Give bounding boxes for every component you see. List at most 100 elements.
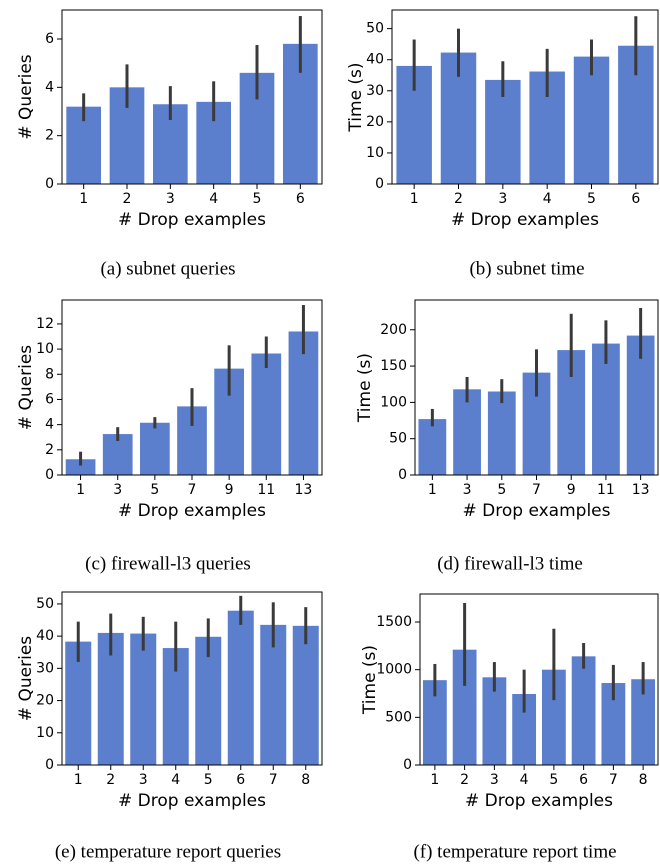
- bar: [601, 683, 626, 765]
- caption: (d) firewall-l3 time: [437, 553, 583, 574]
- y-tick-label: 0: [398, 467, 407, 483]
- x-tick-label: 3: [498, 191, 507, 207]
- bar: [485, 79, 521, 184]
- x-tick-label: 1: [76, 482, 85, 498]
- axes-frame: [419, 593, 659, 766]
- bar: [130, 633, 157, 765]
- x-tick-label: 7: [609, 772, 618, 788]
- y-tick-label: 0: [45, 467, 54, 483]
- axes-frame: [61, 299, 323, 476]
- x-tick-label: 6: [236, 772, 245, 788]
- y-tick-label: 10: [36, 341, 54, 357]
- x-tick-label: 5: [253, 191, 262, 207]
- x-tick-label: 1: [430, 772, 439, 788]
- x-tick-label: 9: [225, 482, 234, 498]
- y-tick-label: 6: [45, 31, 54, 47]
- x-tick-label: 1: [410, 191, 419, 207]
- x-tick-label: 13: [632, 482, 650, 498]
- y-tick-label: 50: [366, 21, 384, 37]
- bar: [288, 331, 319, 475]
- x-tick-label: 1: [79, 191, 88, 207]
- x-axis-label: # Drop examples: [118, 210, 266, 230]
- y-tick-label: 20: [36, 693, 54, 709]
- x-tick-label: 5: [204, 772, 213, 788]
- bar: [260, 624, 287, 765]
- y-tick-label: 0: [375, 176, 384, 192]
- x-tick-label: 6: [296, 191, 305, 207]
- x-tick-label: 5: [497, 482, 506, 498]
- bar: [453, 389, 481, 475]
- y-tick-label: 6: [45, 391, 54, 407]
- y-tick-label: 20: [366, 114, 384, 130]
- x-tick-label: 11: [597, 482, 615, 498]
- x-tick-label: 4: [543, 191, 552, 207]
- bar: [65, 641, 92, 765]
- axes-frame: [414, 299, 659, 476]
- x-tick-label: 5: [150, 482, 159, 498]
- caption: (f) temperature report time: [413, 841, 616, 862]
- bar: [592, 343, 620, 475]
- y-tick-label: 12: [36, 316, 54, 332]
- bar: [452, 649, 477, 765]
- x-axis-label: # Drop examples: [118, 501, 266, 521]
- x-tick-label: 3: [166, 191, 175, 207]
- y-tick-label: 2: [45, 442, 54, 458]
- x-tick-label: 4: [209, 191, 218, 207]
- x-axis-label: # Drop examples: [465, 791, 613, 811]
- x-tick-label: 6: [579, 772, 588, 788]
- x-tick-label: 3: [490, 772, 499, 788]
- y-axis-label: Time (s): [346, 62, 366, 132]
- x-tick-label: 7: [188, 482, 197, 498]
- x-tick-label: 1: [74, 772, 83, 788]
- y-tick-label: 10: [366, 145, 384, 161]
- bar: [571, 656, 596, 765]
- y-tick-label: 1500: [376, 614, 412, 630]
- y-tick-label: 0: [45, 176, 54, 192]
- x-axis-label: # Drop examples: [451, 210, 599, 230]
- y-tick-label: 30: [36, 660, 54, 676]
- caption: (a) subnet queries: [100, 258, 235, 279]
- y-tick-label: 40: [366, 52, 384, 68]
- x-tick-label: 2: [123, 191, 132, 207]
- bar: [482, 677, 507, 765]
- x-tick-label: 7: [532, 482, 541, 498]
- x-tick-label: 8: [639, 772, 648, 788]
- bar: [418, 419, 447, 475]
- x-tick-label: 9: [567, 482, 576, 498]
- y-tick-label: 1000: [376, 662, 412, 678]
- y-tick-label: 100: [380, 394, 407, 410]
- y-tick-label: 50: [36, 596, 54, 612]
- bar: [631, 679, 656, 765]
- x-tick-label: 2: [106, 772, 115, 788]
- x-tick-label: 2: [460, 772, 469, 788]
- y-tick-label: 30: [366, 83, 384, 99]
- axes-frame: [391, 9, 659, 185]
- caption: (b) subnet time: [469, 258, 584, 279]
- y-tick-label: 10: [36, 725, 54, 741]
- y-tick-label: 4: [45, 79, 54, 95]
- y-tick-label: 2: [45, 128, 54, 144]
- bar: [227, 610, 254, 765]
- y-tick-label: 40: [36, 628, 54, 644]
- x-tick-label: 7: [269, 772, 278, 788]
- y-tick-label: 8: [45, 366, 54, 382]
- bar: [512, 693, 537, 765]
- x-axis-label: # Drop examples: [118, 791, 266, 811]
- x-tick-label: 3: [139, 772, 148, 788]
- x-tick-label: 6: [631, 191, 640, 207]
- x-tick-label: 4: [520, 772, 529, 788]
- bar: [251, 353, 282, 475]
- y-axis-label: Time (s): [355, 353, 375, 423]
- y-axis-label: # Queries: [16, 636, 36, 721]
- bar: [292, 625, 319, 765]
- bar: [541, 669, 566, 765]
- x-tick-label: 4: [171, 772, 180, 788]
- y-axis-label: # Queries: [16, 54, 36, 139]
- x-tick-label: 11: [257, 482, 275, 498]
- bar: [573, 56, 610, 184]
- y-axis-label: Time (s): [360, 645, 380, 715]
- axes-frame: [61, 591, 323, 766]
- y-tick-label: 150: [380, 358, 407, 374]
- x-tick-label: 1: [428, 482, 437, 498]
